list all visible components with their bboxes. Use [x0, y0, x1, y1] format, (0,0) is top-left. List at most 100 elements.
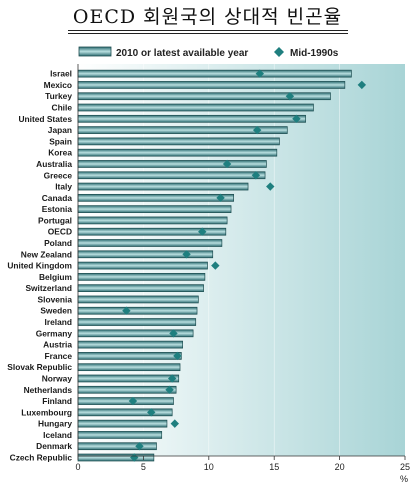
- category-label: Korea: [48, 148, 72, 158]
- marker: [169, 329, 178, 338]
- x-tick-label: 25: [400, 462, 410, 472]
- bar: [77, 284, 204, 293]
- x-tick-label: 0: [75, 462, 80, 472]
- category-label: Slovenia: [38, 294, 73, 304]
- legend-marker-diamond: [274, 47, 284, 57]
- category-label: Hungary: [38, 419, 72, 429]
- x-tick-label: 15: [269, 462, 279, 472]
- category-label: Italy: [55, 182, 72, 192]
- bar: [77, 239, 223, 247]
- marker: [266, 182, 275, 191]
- category-label: Finland: [42, 396, 72, 406]
- bar: [77, 306, 198, 315]
- legend-bar-label: 2010 or latest available year: [116, 48, 248, 59]
- bar: [77, 205, 232, 213]
- marker: [182, 250, 191, 259]
- bar: [77, 340, 183, 349]
- marker: [170, 419, 179, 428]
- category-label: Spain: [49, 136, 72, 146]
- category-label: United Kingdom: [7, 261, 72, 271]
- bar: [77, 114, 306, 123]
- marker: [251, 171, 261, 180]
- bar: [77, 295, 199, 304]
- bar: [77, 81, 346, 89]
- bar: [77, 318, 197, 326]
- category-label: Germany: [36, 328, 73, 338]
- mid-1990s-markers: [122, 69, 367, 462]
- chart-title: OECD 회원국의 상대적 빈곤율: [72, 6, 343, 28]
- legend-marker-label: Mid-1990s: [290, 48, 339, 59]
- category-label: New Zealand: [21, 249, 72, 259]
- bars: [77, 69, 352, 462]
- category-label: United States: [18, 114, 72, 124]
- bar: [77, 408, 173, 417]
- marker: [255, 69, 265, 78]
- category-label: Sweden: [40, 306, 72, 316]
- bar: [77, 352, 182, 360]
- category-label: Canada: [42, 193, 73, 203]
- bar: [77, 397, 174, 405]
- bar: [77, 193, 235, 202]
- marker: [165, 385, 174, 394]
- plot-background: [78, 64, 405, 456]
- unit-label: %: [400, 474, 408, 484]
- marker: [135, 442, 144, 451]
- marker: [216, 193, 225, 203]
- x-tick-label: 20: [335, 462, 345, 472]
- bar: [77, 385, 177, 394]
- category-label: Luxembourg: [21, 407, 72, 417]
- marker: [357, 80, 367, 90]
- bar: [77, 431, 163, 439]
- bar: [77, 148, 278, 157]
- marker: [292, 114, 301, 124]
- marker: [173, 351, 182, 361]
- bar: [77, 261, 208, 270]
- marker: [122, 306, 131, 315]
- category-label: Netherlands: [24, 385, 73, 395]
- bar: [77, 160, 267, 168]
- category-label: Denmark: [36, 441, 72, 451]
- bar: [77, 250, 214, 259]
- bar: [77, 442, 157, 451]
- legend-bar-swatch: [78, 46, 112, 57]
- category-label: Australia: [36, 159, 72, 169]
- bar: [77, 453, 155, 462]
- category-label: Belgium: [39, 272, 72, 282]
- category-label: Slovak Republic: [7, 362, 72, 372]
- category-label: Iceland: [43, 430, 72, 440]
- category-label: Estonia: [42, 204, 73, 214]
- category-label: Portugal: [38, 215, 72, 225]
- marker: [147, 408, 156, 417]
- category-label: France: [45, 351, 73, 361]
- category-label: Turkey: [45, 91, 72, 101]
- title-underline-second: [68, 33, 348, 34]
- bar: [77, 69, 352, 78]
- category-label: OECD: [48, 227, 72, 237]
- category-label: Czech Republic: [10, 453, 73, 463]
- legend-band: [0, 40, 415, 62]
- category-label: Japan: [48, 125, 72, 135]
- bar: [77, 363, 181, 372]
- x-tick-label: 10: [204, 462, 214, 472]
- bar: [77, 182, 249, 191]
- marker: [252, 125, 262, 135]
- bar: [77, 273, 206, 281]
- bar: [77, 103, 314, 112]
- category-label: Greece: [44, 170, 73, 180]
- category-label: Switzerland: [25, 283, 72, 293]
- x-tick-label: 5: [141, 462, 146, 472]
- marker: [198, 227, 207, 236]
- category-label: Chile: [52, 103, 73, 113]
- bar: [77, 374, 180, 383]
- bar: [77, 419, 168, 428]
- marker: [211, 261, 220, 270]
- marker: [222, 159, 232, 169]
- bar: [77, 171, 266, 180]
- category-label: Ireland: [45, 317, 72, 327]
- category-label: Mexico: [44, 80, 72, 90]
- marker: [285, 92, 295, 101]
- x-axis-ticks: 0 5 10 15 20 25: [75, 456, 410, 472]
- title-underline: [68, 30, 348, 31]
